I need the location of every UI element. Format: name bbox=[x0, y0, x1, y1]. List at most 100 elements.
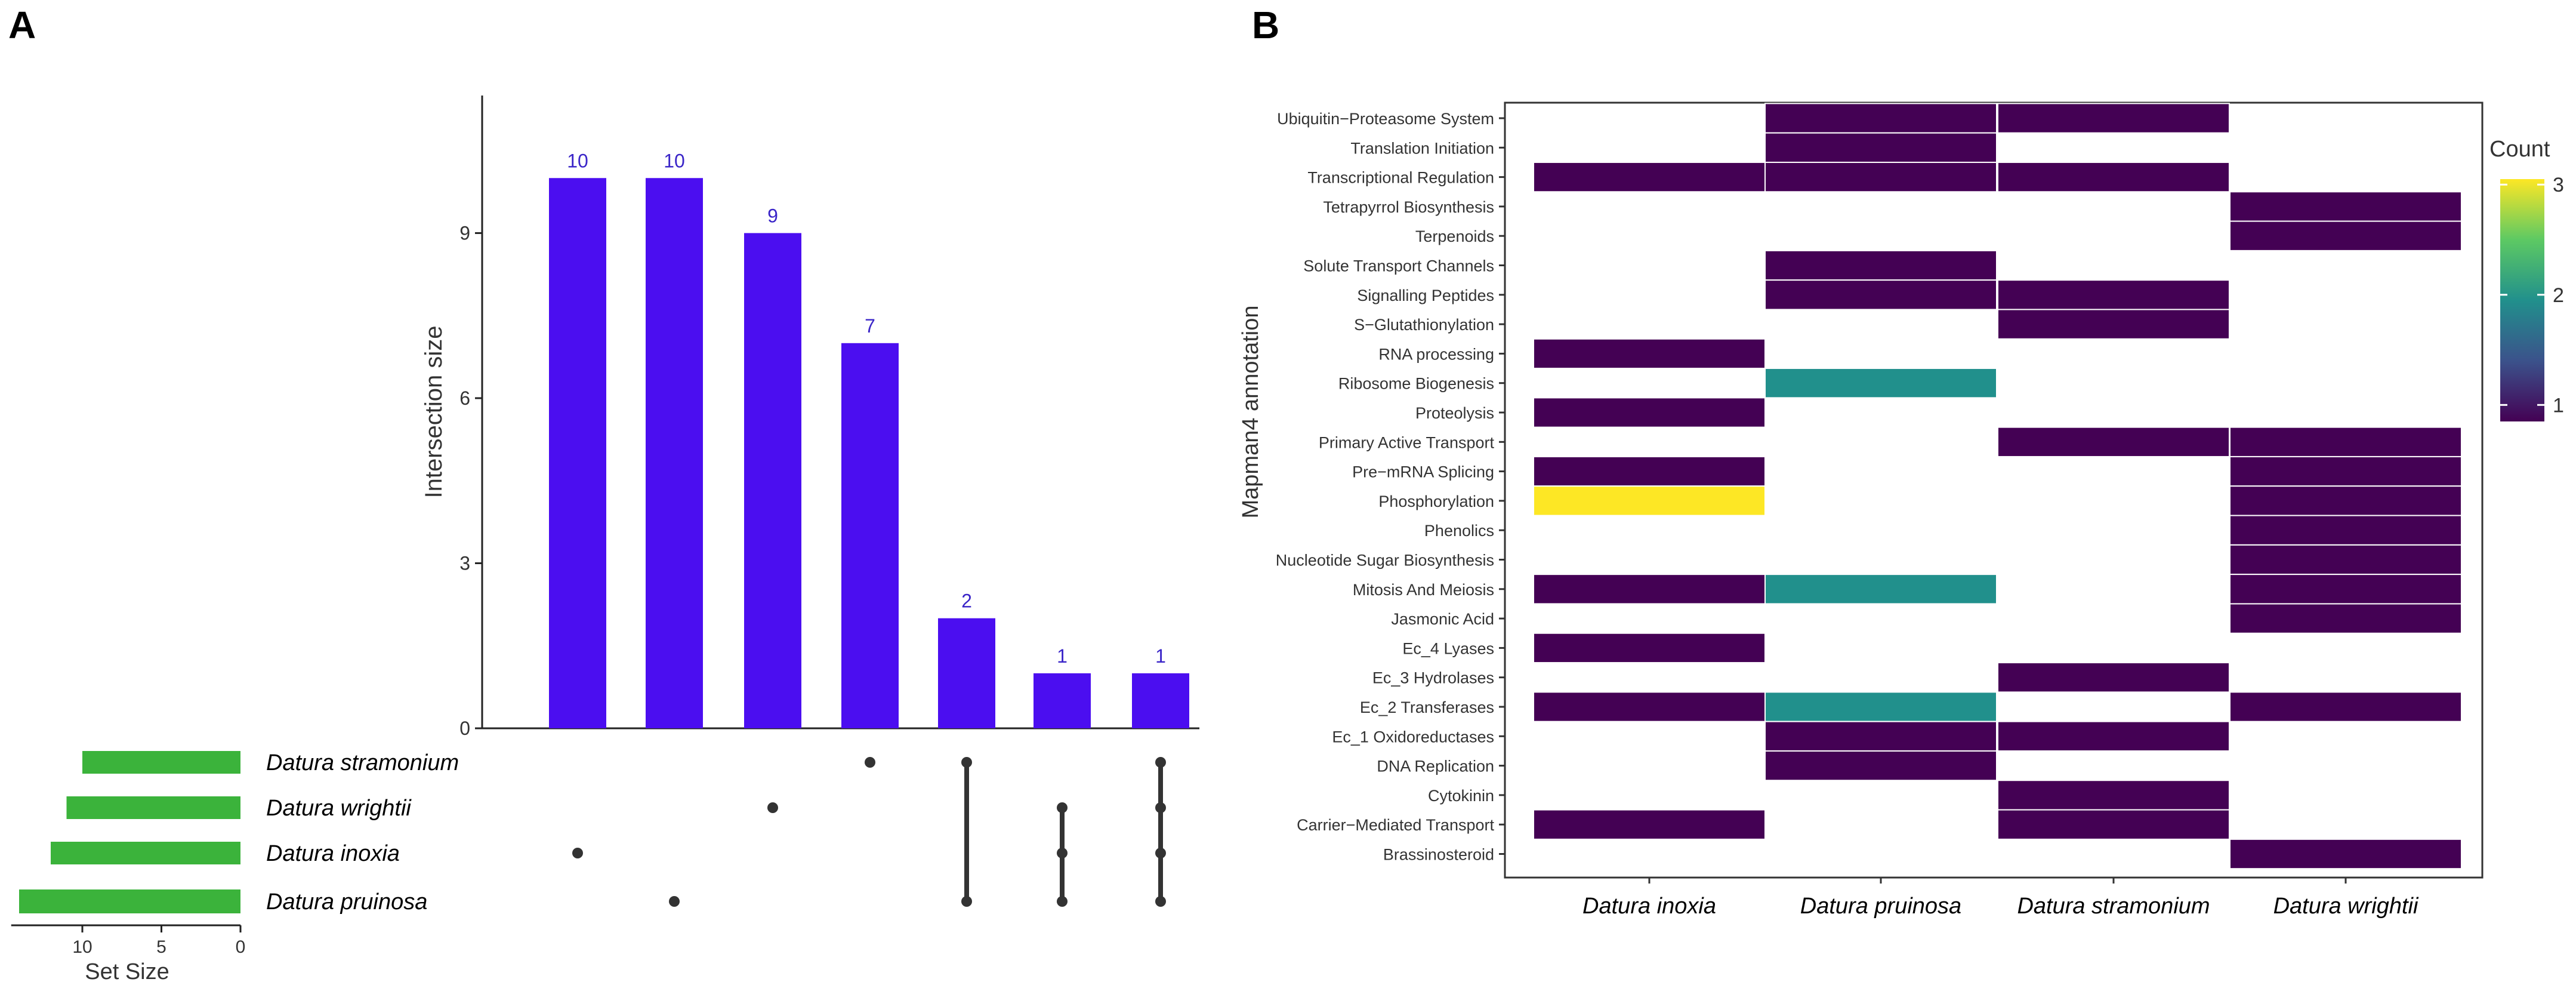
heatmap-cell bbox=[1997, 426, 2230, 457]
row-label: Cytokinin bbox=[1428, 787, 1494, 805]
heatmap-cell bbox=[1764, 279, 1997, 310]
heatmap-cell bbox=[1997, 780, 2230, 811]
set-size-tick-label: 10 bbox=[72, 937, 92, 957]
matrix-dot bbox=[669, 896, 680, 907]
heatmap-cell bbox=[1533, 809, 1766, 840]
heatmap-cell bbox=[1533, 574, 1766, 605]
set-label: Datura inoxia bbox=[266, 841, 400, 866]
set-label: Datura pruinosa bbox=[266, 889, 427, 915]
heatmap-cell bbox=[1997, 161, 2230, 193]
heatmap-cell bbox=[2229, 426, 2462, 457]
y-tick-label: 6 bbox=[459, 387, 470, 409]
row-label: Translation Initiation bbox=[1350, 139, 1494, 157]
bar-value-label: 1 bbox=[1057, 645, 1068, 667]
matrix-dot bbox=[961, 757, 972, 768]
heatmap-cell bbox=[1764, 103, 1997, 134]
row-label: DNA Replication bbox=[1377, 758, 1494, 775]
intersection-bar bbox=[549, 178, 606, 728]
row-label: Phosphorylation bbox=[1378, 492, 1494, 510]
row-label: Signalling Peptides bbox=[1357, 287, 1494, 304]
matrix-dot bbox=[1057, 848, 1068, 858]
row-label: Carrier−Mediated Transport bbox=[1297, 816, 1494, 834]
upset-plot: 0 3 6 9 Intersection size 10 10 9 7 2 1 1 Datura str… bbox=[11, 96, 1199, 984]
matrix-dot bbox=[572, 848, 583, 858]
row-label: Nucleotide Sugar Biosynthesis bbox=[1276, 552, 1494, 570]
heatmap-cell bbox=[1764, 368, 1997, 399]
bar-value-label: 10 bbox=[567, 150, 588, 171]
legend-tick-label: 2 bbox=[2553, 284, 2564, 307]
set-size-bar bbox=[51, 842, 240, 864]
bar-value-label: 10 bbox=[664, 150, 685, 171]
heatmap-cell bbox=[1764, 574, 1997, 605]
row-label: Ec_1 Oxidoreductases bbox=[1332, 728, 1494, 746]
column-label: Datura inoxia bbox=[1582, 894, 1716, 919]
panel-label-a: A bbox=[8, 4, 36, 47]
row-label: Brassinosteroid bbox=[1383, 846, 1494, 864]
intersection-bar bbox=[1132, 673, 1189, 728]
row-label: Ec_2 Transferases bbox=[1360, 698, 1494, 716]
heatmap-cell bbox=[2229, 515, 2462, 546]
heatmap-cell bbox=[2229, 544, 2462, 575]
heatmap-cell bbox=[1764, 750, 1997, 781]
bar-value-label: 1 bbox=[1155, 645, 1166, 667]
heatmap-cell bbox=[2229, 485, 2462, 516]
matrix-dot bbox=[1155, 848, 1166, 858]
heatmap-cell bbox=[2229, 691, 2462, 722]
column-label: Datura wrightii bbox=[2273, 894, 2419, 919]
set-size-bar bbox=[66, 796, 240, 819]
row-label: RNA processing bbox=[1378, 345, 1494, 363]
matrix-dot bbox=[1155, 757, 1166, 768]
heatmap-cell bbox=[1764, 250, 1997, 281]
intersection-bar bbox=[841, 343, 899, 728]
row-label: Proteolysis bbox=[1415, 404, 1494, 422]
row-label: Ribosome Biogenesis bbox=[1338, 375, 1494, 393]
heatmap-cell bbox=[1997, 809, 2230, 840]
row-label: Pre−mRNA Splicing bbox=[1352, 463, 1494, 481]
y-tick-label: 9 bbox=[459, 222, 470, 244]
heatmap-cell bbox=[1533, 455, 1766, 487]
row-label: Tetrapyrrol Biosynthesis bbox=[1323, 198, 1494, 216]
row-label: Solute Transport Channels bbox=[1303, 257, 1494, 275]
heatmap-cell bbox=[1533, 632, 1766, 664]
set-size-tick-label: 5 bbox=[156, 937, 166, 957]
intersection-bar bbox=[938, 618, 995, 728]
heatmap-cell bbox=[1533, 691, 1766, 722]
heatmap-cell bbox=[1533, 485, 1766, 516]
heatmap-cell bbox=[1764, 691, 1997, 722]
matrix-dot bbox=[1155, 896, 1166, 907]
row-label: Mitosis And Meiosis bbox=[1353, 581, 1494, 599]
legend-tick-label: 3 bbox=[2553, 174, 2564, 196]
heatmap-cell bbox=[1997, 662, 2230, 693]
column-label: Datura pruinosa bbox=[1800, 894, 1961, 919]
matrix-dot bbox=[961, 896, 972, 907]
heatmap-cell bbox=[2229, 455, 2462, 487]
matrix-dot bbox=[1057, 896, 1068, 907]
legend-colorbar bbox=[2500, 179, 2544, 421]
heatmap-cell bbox=[2229, 603, 2462, 634]
matrix-dot bbox=[1155, 802, 1166, 813]
heatmap-cell bbox=[1533, 397, 1766, 428]
row-label: Ec_4 Lyases bbox=[1402, 639, 1494, 657]
y-tick-label: 3 bbox=[459, 552, 470, 574]
set-size-tick-label: 0 bbox=[236, 937, 246, 957]
set-size-bar bbox=[19, 889, 240, 913]
set-label: Datura stramonium bbox=[266, 750, 459, 775]
y-tick-label: 0 bbox=[459, 718, 470, 739]
bar-value-label: 2 bbox=[961, 590, 972, 612]
matrix-dot bbox=[767, 802, 778, 813]
set-size-bar bbox=[82, 751, 240, 774]
panel-label-b: B bbox=[1252, 4, 1279, 47]
heatmap-cell bbox=[1997, 721, 2230, 752]
row-label: Phenolics bbox=[1424, 522, 1494, 540]
row-label: Ubiquitin−Proteasome System bbox=[1277, 110, 1494, 128]
row-label: Ec_3 Hydrolases bbox=[1372, 669, 1494, 687]
heatmap-cell bbox=[1764, 721, 1997, 752]
row-label: Transcriptional Regulation bbox=[1307, 169, 1494, 187]
intersection-bar bbox=[646, 178, 703, 728]
heatmap-cell bbox=[1997, 103, 2230, 134]
matrix-dot bbox=[865, 757, 875, 768]
y-axis-title: Mapman4 annotation bbox=[1238, 305, 1263, 518]
row-label: Primary Active Transport bbox=[1319, 433, 1495, 451]
heatmap-cell bbox=[1997, 279, 2230, 310]
